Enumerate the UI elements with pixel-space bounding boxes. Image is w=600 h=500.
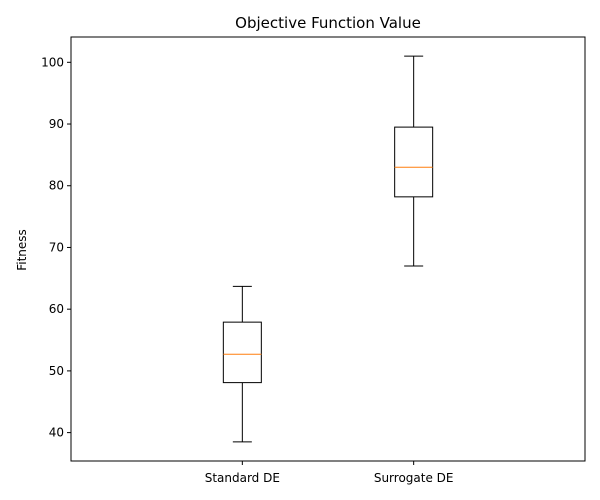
iqr-box xyxy=(394,126,434,198)
y-axis-label: Fitness xyxy=(15,229,29,271)
y-tick-label: 100 xyxy=(41,55,64,69)
y-tick-label: 70 xyxy=(49,240,64,254)
chart-title: Objective Function Value xyxy=(235,14,421,32)
iqr-box xyxy=(222,321,262,384)
box-series xyxy=(222,55,434,443)
y-tick-label: 60 xyxy=(49,302,64,316)
y-tick-label: 80 xyxy=(49,179,64,193)
box-1 xyxy=(222,285,262,443)
x-axis: Standard DE Surrogate DE xyxy=(205,461,454,485)
y-tick-label: 40 xyxy=(49,426,64,440)
y-tick-label: 90 xyxy=(49,117,64,131)
x-tick-label: Surrogate DE xyxy=(374,471,454,485)
box-2 xyxy=(394,55,434,267)
y-axis: 40 50 60 70 80 90 100 xyxy=(41,55,71,440)
x-tick-label: Standard DE xyxy=(205,471,280,485)
y-tick-label: 50 xyxy=(49,364,64,378)
plot-area-frame xyxy=(70,36,586,462)
